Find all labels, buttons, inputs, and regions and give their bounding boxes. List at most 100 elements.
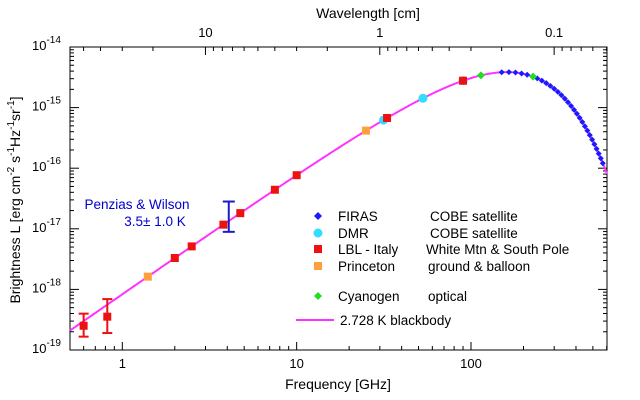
firas-point <box>599 160 606 167</box>
legend-marker-princeton <box>314 262 322 270</box>
y-tick-power: -19 <box>46 338 61 349</box>
lbl-italy-point <box>219 220 228 229</box>
lbl-italy-point <box>187 242 196 251</box>
x-tick-label: 100 <box>460 356 482 371</box>
y-tick-base: 10 <box>32 159 46 174</box>
y-axis-title-hz: Hz <box>7 130 23 147</box>
firas-point <box>518 70 525 77</box>
lbl-italy-point <box>170 254 179 263</box>
y-tick-label: 10-15 <box>32 96 61 114</box>
y-tick-label: 10-16 <box>32 156 61 174</box>
legend-name-cyanogen: Cyanogen <box>338 289 400 304</box>
lbl-italy-point <box>270 185 279 194</box>
firas-point <box>579 119 586 126</box>
y-axis-title: Brightness L [erg cm-2 s-1Hz-1sr-1] <box>6 96 23 303</box>
y-tick-base: 10 <box>32 220 46 235</box>
legend-marker-dmr <box>313 228 323 238</box>
firas-point <box>512 69 519 76</box>
firas-point <box>576 114 583 121</box>
cyanogen-point <box>476 71 485 80</box>
firas-point <box>498 69 505 76</box>
legend-marker-lbl <box>314 245 322 253</box>
legend-name-dmr: DMR <box>338 226 369 241</box>
firas-point <box>595 150 602 157</box>
legend-marker-firas <box>314 212 322 220</box>
firas-point <box>581 123 588 130</box>
firas-point <box>558 92 565 99</box>
firas-point <box>571 106 578 113</box>
firas-point <box>586 132 593 139</box>
penzias-wilson-annotation: Penzias & Wilson 3.5± 1.0 K <box>84 197 235 233</box>
y-tick-base: 10 <box>32 341 46 356</box>
firas-point <box>505 69 512 76</box>
x-tick-label: 10 <box>289 356 303 371</box>
firas-point <box>591 141 598 148</box>
y-tick-power: -15 <box>46 96 61 107</box>
lbl-italy-point <box>459 76 468 85</box>
y-axis-title-end: ] <box>7 96 23 100</box>
legend-name-blackbody: 2.728 K blackbody <box>340 313 451 328</box>
top-tick-label: 1 <box>376 25 383 40</box>
y-axis-title-sup4: -1 <box>6 100 17 109</box>
y-axis-title-sup2: -1 <box>6 147 17 156</box>
firas-point <box>538 77 545 84</box>
y-tick-label: 10-17 <box>32 217 61 235</box>
y-tick-power: -14 <box>46 35 61 46</box>
y-tick-label: 10-19 <box>32 338 61 356</box>
princeton-point <box>143 272 152 281</box>
lbl-italy-point <box>79 321 88 330</box>
plot-frame <box>69 46 608 351</box>
y-tick-label: 10-18 <box>32 277 61 295</box>
legend-note-lbl: White Mtn & South Pole <box>426 242 569 257</box>
x-tick-label: 1 <box>119 356 126 371</box>
legend-marker-cyanogen <box>314 292 322 300</box>
top-tick-label: 0.1 <box>545 25 563 40</box>
firas-point <box>524 71 531 78</box>
y-axis-title-main: Brightness L [erg cm <box>7 176 23 304</box>
firas-point <box>543 80 550 87</box>
y-tick-base: 10 <box>32 38 46 53</box>
y-axis-title-sr: sr <box>7 109 23 121</box>
legend-name-princeton: Princeton <box>338 259 395 274</box>
annotation-line2: 3.5± 1.0 K <box>124 214 185 229</box>
cyanogen-point <box>529 72 538 81</box>
firas-point <box>568 102 575 109</box>
legend-note-dmr: COBE satellite <box>430 226 518 241</box>
legend-name-lbl: LBL - Italy <box>338 242 399 257</box>
firas-point <box>561 95 568 102</box>
top-axis-title: Wavelength [cm] <box>316 5 420 21</box>
y-tick-base: 10 <box>32 99 46 114</box>
y-tick-power: -17 <box>46 217 61 228</box>
legend-note-cyanogen: optical <box>428 289 467 304</box>
y-tick-base: 10 <box>32 280 46 295</box>
lbl-italy-point <box>103 312 112 321</box>
firas-point <box>573 110 580 117</box>
firas-point <box>593 145 600 152</box>
legend: FIRAS COBE satellite DMR COBE satellite … <box>296 209 569 328</box>
firas-point <box>551 85 558 92</box>
firas-point <box>564 99 571 106</box>
dmr-point <box>418 93 428 103</box>
firas-point <box>584 127 591 134</box>
firas-point <box>597 155 604 162</box>
firas-point <box>589 136 596 143</box>
y-axis-title-sup3: -1 <box>6 121 17 130</box>
y-tick-power: -16 <box>46 156 61 167</box>
y-tick-power: -18 <box>46 277 61 288</box>
y-tick-label: 10-14 <box>32 35 61 53</box>
lbl-italy-point <box>292 171 301 180</box>
firas-point <box>554 88 561 95</box>
x-axis-title: Frequency [GHz] <box>285 376 391 392</box>
y-axis-title-sup1: -2 <box>6 166 17 175</box>
lbl-italy-point <box>383 114 392 123</box>
legend-note-firas: COBE satellite <box>430 209 518 224</box>
data-points-layer <box>78 69 606 338</box>
top-tick-label: 10 <box>198 25 212 40</box>
legend-note-princeton: ground & balloon <box>428 259 530 274</box>
firas-point <box>547 82 554 89</box>
legend-name-firas: FIRAS <box>338 209 378 224</box>
princeton-point <box>362 126 371 135</box>
annotation-line1: Penzias & Wilson <box>84 197 189 212</box>
